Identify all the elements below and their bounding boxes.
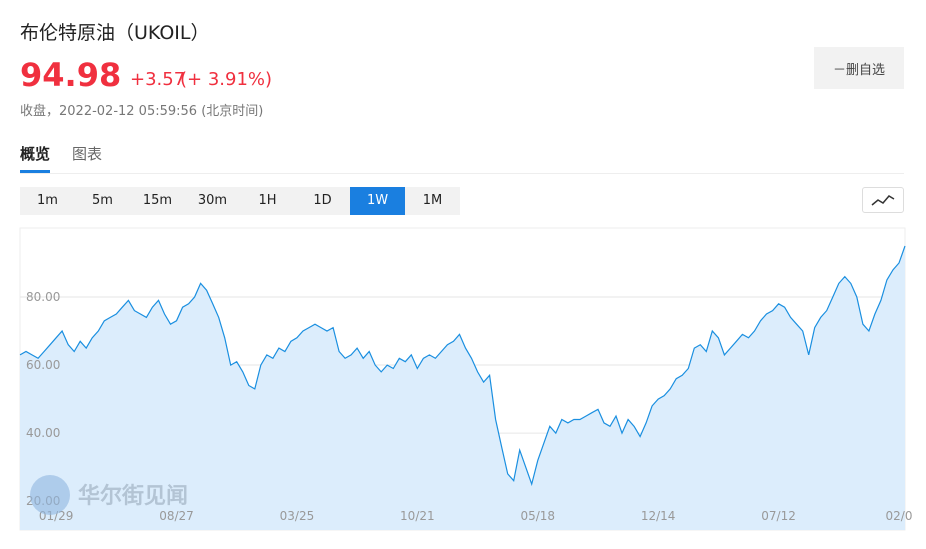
y-tick-label: 80.00 <box>26 290 60 304</box>
x-tick-label: 08/27 <box>159 509 194 523</box>
x-tick-label: 10/21 <box>400 509 435 523</box>
icon <box>871 195 895 206</box>
y-tick-label: 40.00 <box>26 426 60 440</box>
interval-button[interactable]: 1H <box>258 193 277 208</box>
interval-button[interactable]: 1m <box>37 193 58 208</box>
price: 94.98 <box>20 56 122 94</box>
x-tick-label: 02/0 <box>886 509 913 523</box>
x-tick-label: 05/18 <box>520 509 555 523</box>
x-tick-label: 12/14 <box>641 509 676 523</box>
interval-button[interactable]: 15m <box>142 193 173 208</box>
watermark: 华尔街见闻 <box>78 483 188 509</box>
intervals: 1m 5m 15m 30m 1H 1D 1W 1M <box>20 187 460 215</box>
tabs: 概览 图表 <box>20 143 904 174</box>
change: +3.57 <box>130 69 186 90</box>
line <box>19 245 906 487</box>
change-pct: (+ 3.91%) <box>180 69 273 90</box>
interval-button[interactable]: 1W <box>350 187 405 215</box>
tab[interactable]: 图表 <box>72 145 103 163</box>
x-tick-label: 07/12 <box>761 509 796 523</box>
status: 收盘，2022-02-12 05:59:56 (北京时间) <box>20 104 264 119</box>
chart-type-button[interactable] <box>862 187 904 213</box>
x-tick-label: 03/25 <box>280 509 315 523</box>
y-tick-label: 60.00 <box>26 358 60 372</box>
watch-button[interactable]: －删自选 <box>814 47 904 89</box>
interval-button[interactable]: 30m <box>197 193 228 208</box>
area <box>20 246 905 530</box>
interval-button[interactable]: 1M <box>422 193 443 208</box>
watermark-logo <box>30 475 70 515</box>
title: 布伦特原油（UKOIL） <box>20 22 210 44</box>
tab[interactable]: 概览 <box>20 143 51 173</box>
interval-button[interactable]: 1D <box>313 193 332 208</box>
interval-button[interactable]: 5m <box>92 193 113 208</box>
